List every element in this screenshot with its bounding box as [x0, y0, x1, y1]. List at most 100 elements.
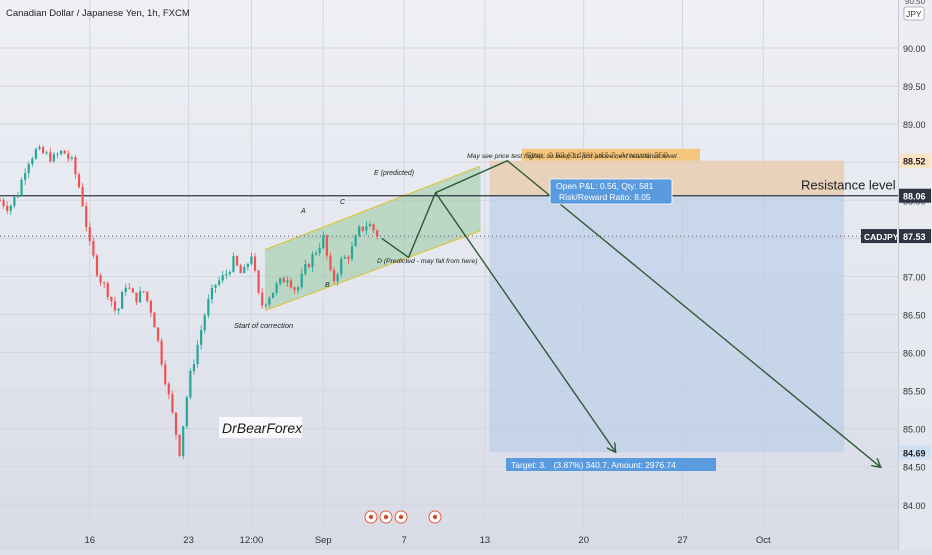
- candle-body: [81, 187, 84, 207]
- price-tick-label: 89.50: [903, 82, 926, 92]
- candle-body: [365, 226, 368, 231]
- candle-body: [52, 154, 55, 162]
- price-tick-label: 85.50: [903, 387, 926, 397]
- candle-body: [318, 248, 321, 253]
- event-marker-dot-icon: [398, 514, 404, 520]
- candle-body: [182, 426, 185, 456]
- price-label-bg: [899, 188, 931, 203]
- candle-body: [243, 266, 246, 274]
- candle-body: [45, 152, 48, 154]
- candle-body: [307, 264, 311, 268]
- candle-body: [207, 299, 210, 316]
- wave-c-label: C: [340, 199, 346, 206]
- event-marker-dot-icon: [383, 514, 389, 520]
- price-label-87-53: 87.53: [903, 232, 926, 242]
- candle-body: [192, 364, 196, 372]
- candle-body: [311, 254, 314, 268]
- candle-body: [117, 308, 120, 311]
- candle-body: [343, 256, 346, 259]
- time-tick-label: Sep: [315, 535, 332, 546]
- time-tick-label: 20: [578, 535, 589, 546]
- candle-body: [289, 280, 293, 288]
- wave-d-label: D (Predicted - may fall from here): [377, 258, 477, 265]
- candle-body: [264, 304, 267, 306]
- candle-body: [2, 200, 5, 207]
- candle-body: [103, 282, 106, 284]
- candle-body: [350, 246, 354, 259]
- candle-body: [336, 274, 339, 282]
- watermark-bg: [219, 417, 302, 438]
- candle-body: [282, 278, 285, 283]
- candle-body: [329, 255, 332, 270]
- candle-body: [322, 235, 325, 249]
- candle-body: [160, 340, 163, 365]
- price-tick-label: 85.00: [903, 425, 926, 435]
- candle-body: [358, 226, 361, 237]
- candle-body: [149, 300, 152, 313]
- chart-title: Canadian Dollar / Japanese Yen, 1h, FXCM: [6, 8, 190, 19]
- watermark-text: DrBearForex: [222, 420, 303, 436]
- time-tick-label: 27: [677, 535, 688, 546]
- event-marker-dot-icon: [368, 514, 374, 520]
- start-of-correction-label: Start of correction: [234, 321, 293, 330]
- candle-body: [279, 278, 282, 284]
- candle-body: [218, 280, 221, 285]
- candle-body: [275, 283, 278, 293]
- wave-e-label: E (predicted): [374, 170, 414, 177]
- price-label-88-06: 88.06: [903, 192, 926, 202]
- price-tick-label: 87.00: [903, 272, 926, 282]
- candle-body: [361, 226, 364, 231]
- currency-badge: [903, 6, 925, 21]
- time-tick-label: Oct: [756, 535, 771, 546]
- candle-body: [67, 153, 70, 159]
- candle-body: [347, 256, 350, 259]
- note-text: May see price test higher, so keep SL ju…: [467, 153, 677, 160]
- time-tick-label: 13: [480, 535, 491, 546]
- symbol-tag: CADJPY: [864, 232, 899, 242]
- candle-body: [110, 296, 113, 302]
- candle-body: [253, 256, 257, 271]
- candle-body: [31, 158, 34, 164]
- risk-reward-text: Risk/Reward Ratio: 8.05: [559, 192, 651, 202]
- symbol-tag-bg: [861, 229, 897, 244]
- candle-body: [178, 434, 181, 456]
- channel-lower-line: [264, 230, 481, 312]
- candle-body: [124, 287, 127, 292]
- wave-b-label: B: [325, 282, 330, 289]
- candle-body: [235, 255, 239, 266]
- candle-body: [300, 273, 303, 288]
- candle-body: [77, 174, 81, 188]
- candle-body: [142, 291, 145, 292]
- candle-body: [128, 287, 131, 289]
- wave-a-label: A: [300, 208, 306, 215]
- candle-body: [63, 150, 66, 154]
- candle-body: [99, 275, 102, 283]
- candle-body: [246, 263, 249, 267]
- candle-body: [113, 301, 117, 311]
- candle-body: [286, 280, 289, 283]
- candle-body: [354, 236, 357, 247]
- candle-body: [293, 287, 296, 291]
- price-label-bg: [899, 153, 931, 168]
- candle-body: [167, 383, 170, 395]
- time-tick-label: 12:00: [240, 535, 264, 546]
- candle-body: [6, 206, 9, 211]
- candle-body: [221, 275, 224, 281]
- candle-body: [106, 283, 109, 297]
- candle-body: [297, 287, 300, 291]
- event-marker-dot-icon: [432, 514, 438, 520]
- candle-body: [24, 173, 27, 180]
- price-tick-label: 86.50: [903, 310, 926, 320]
- candle-body: [325, 235, 328, 256]
- candle-body: [20, 179, 23, 196]
- candle-body: [239, 265, 242, 274]
- candle-body: [135, 292, 138, 303]
- candle-body: [340, 258, 343, 275]
- stop-info-bg: [522, 148, 700, 161]
- stop-info-text: Stop: 0.92 (0.48%) 42.3, Amount: 250: [526, 150, 669, 160]
- price-tick-label: 84.00: [903, 501, 926, 511]
- fall-projection-path: [434, 192, 616, 452]
